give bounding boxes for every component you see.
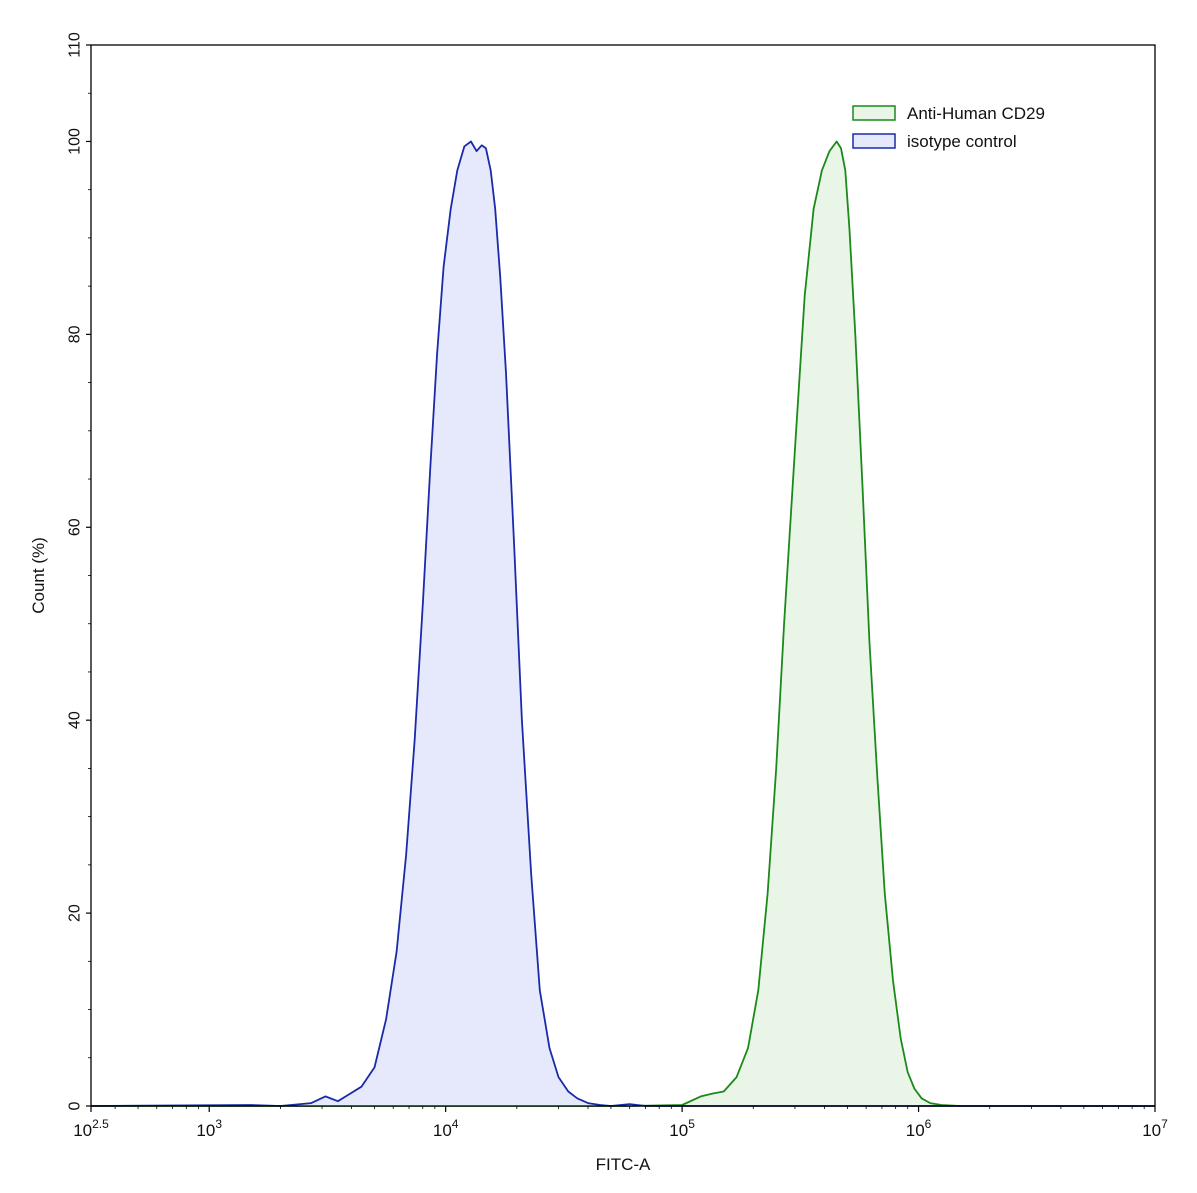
- y-tick-label: 60: [67, 518, 84, 536]
- series-fill-isotype-control: [91, 141, 1155, 1106]
- x-tick-label: 104: [433, 1117, 459, 1140]
- axis-ticks: 0 20 40 60 80 100 110 102.5 103 104 105 106 107: [67, 32, 1169, 1140]
- legend-label-anti-human-cd29: Anti-Human CD29: [907, 104, 1045, 123]
- x-tick-label: 107: [1142, 1117, 1168, 1140]
- y-axis-label: Count (%): [29, 537, 48, 614]
- legend-swatch-anti-human-cd29: [852, 105, 896, 121]
- series-line-anti-human-cd29: [91, 140, 1155, 1107]
- legend-label-isotype-control: isotype control: [907, 132, 1017, 151]
- histogram-series-group: [90, 140, 1155, 1107]
- x-tick-label: 106: [906, 1117, 932, 1140]
- x-tick-label: 102.5: [73, 1117, 109, 1140]
- legend: Anti-Human CD29 isotype control: [852, 104, 1045, 151]
- y-tick-label: 0: [67, 1101, 84, 1110]
- x-axis-label: FITC-A: [596, 1155, 651, 1174]
- series-fill-anti-human-cd29: [91, 141, 1155, 1106]
- x-tick-label: 103: [196, 1117, 222, 1140]
- x-tick-label: 105: [669, 1117, 695, 1140]
- y-tick-label: 80: [67, 325, 84, 343]
- y-tick-label: 110: [67, 32, 84, 58]
- series-line-isotype-control: [90, 140, 1155, 1107]
- y-tick-label: 100: [67, 128, 84, 155]
- plot-frame: [90, 44, 1156, 1107]
- legend-swatch-isotype-control: [852, 133, 896, 149]
- y-tick-label: 40: [67, 711, 84, 729]
- y-tick-label: 20: [67, 904, 84, 922]
